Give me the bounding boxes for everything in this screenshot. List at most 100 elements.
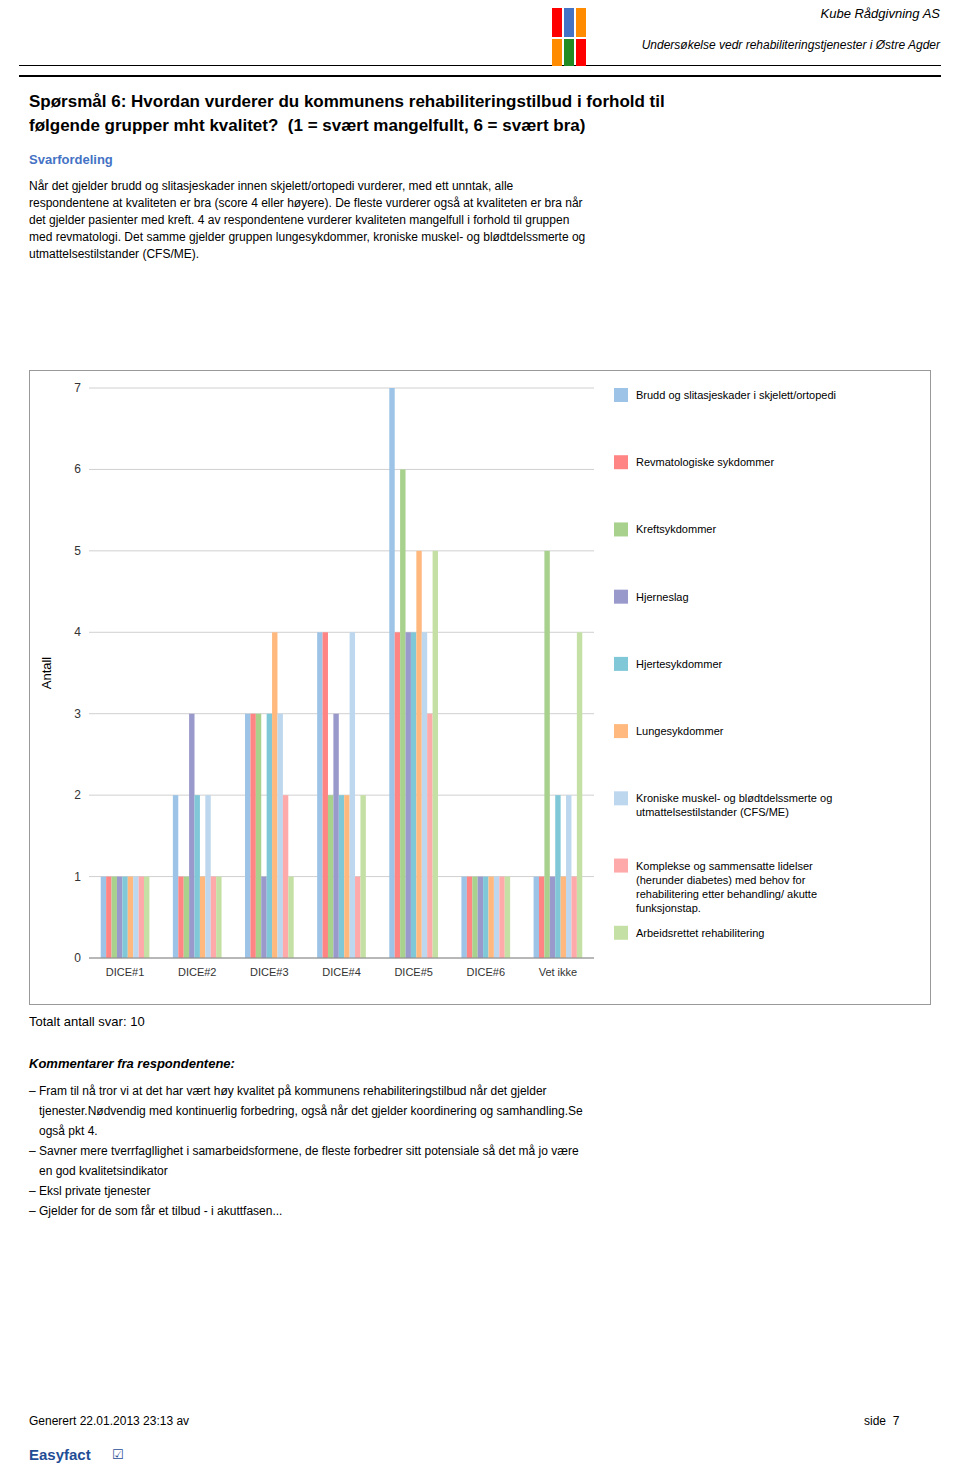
- bar: [406, 632, 411, 958]
- bar: [355, 877, 360, 958]
- legend-label-line: Hjertesykdommer: [636, 658, 723, 670]
- legend-label: Arbeidsrettet rehabilitering: [636, 927, 764, 939]
- logo-cell: [576, 8, 586, 37]
- bar: [360, 795, 365, 958]
- bar: [195, 795, 200, 958]
- bar: [317, 632, 322, 958]
- grid-line: [89, 632, 594, 633]
- bar: [550, 877, 555, 958]
- bar: [328, 795, 333, 958]
- legend-swatch: [614, 791, 628, 805]
- bar: [261, 877, 266, 958]
- legend-swatch: [614, 388, 628, 402]
- bar: [483, 877, 488, 958]
- bar: [288, 877, 293, 958]
- comment-line: også pkt 4.: [29, 1124, 98, 1138]
- footer-icon: ☑: [112, 1447, 124, 1462]
- legend-label-line: Kroniske muskel- og blødtdelssmerte og: [636, 792, 832, 804]
- legend-label-line: Lungesykdommer: [636, 725, 724, 737]
- bar: [411, 632, 416, 958]
- x-tick-label: DICE#5: [394, 966, 433, 978]
- y-tick-label: 3: [74, 707, 81, 721]
- legend-label-line: Revmatologiske sykdommer: [636, 456, 774, 468]
- bar: [139, 877, 144, 958]
- title: Spørsmål 6: Hvordan vurderer du kommunen…: [29, 92, 665, 112]
- bar: [499, 877, 504, 958]
- x-tick-label: DICE#3: [250, 966, 289, 978]
- total-answers: Totalt antall svar: 10: [29, 1014, 145, 1029]
- logo-cell: [576, 39, 586, 66]
- legend-label-line: (herunder diabetes) med behov for: [636, 874, 806, 886]
- y-tick-label: 0: [74, 951, 81, 965]
- footer-date: Generert 22.01.2013 23:13 av: [29, 1414, 189, 1428]
- subtitle: Svarfordeling: [29, 152, 113, 167]
- header-rule: [19, 65, 941, 66]
- legend-label: Hjerneslag: [636, 591, 689, 603]
- comments-header: Kommentarer fra respondentene:: [29, 1056, 235, 1071]
- bar: [277, 714, 282, 958]
- grid-line: [89, 388, 594, 389]
- bar: [350, 632, 355, 958]
- legend-label-line: Kreftsykdommer: [636, 523, 716, 535]
- bar: [245, 714, 250, 958]
- x-axis-line: [89, 958, 594, 959]
- legend-label-line: utmattelsestilstander (CFS/ME): [636, 806, 789, 818]
- legend-label-line: Brudd og slitasjeskader i skjelett/ortop…: [636, 389, 836, 401]
- x-tick-label: DICE#4: [322, 966, 361, 978]
- legend-label: Kroniske muskel- og blødtdelssmerte og ut…: [636, 792, 832, 818]
- bar: [250, 714, 255, 958]
- bar: [561, 877, 566, 958]
- logo-cell: [552, 8, 562, 37]
- legend-swatch: [614, 724, 628, 738]
- bar: [205, 795, 210, 958]
- logo-cell: [564, 8, 574, 37]
- legend-swatch: [614, 455, 628, 469]
- legend-label: Hjertesykdommer: [636, 658, 723, 670]
- bar: [211, 877, 216, 958]
- legend-swatch: [614, 926, 628, 940]
- y-axis-label: Antall: [39, 657, 54, 690]
- bar: [272, 632, 277, 958]
- y-tick-label: 2: [74, 788, 81, 802]
- y-tick-label: 7: [74, 381, 81, 395]
- x-tick-label: DICE#6: [467, 966, 506, 978]
- bar: [144, 877, 149, 958]
- header-company: Kube Rådgivning AS: [821, 6, 941, 21]
- bar: [333, 714, 338, 958]
- y-tick-label: 5: [74, 544, 81, 558]
- bar: [283, 795, 288, 958]
- bar: [566, 795, 571, 958]
- legend-label-line: Arbeidsrettet rehabilitering: [636, 927, 764, 939]
- bar: [106, 877, 111, 958]
- bar: [389, 388, 394, 958]
- comment-line: – Savner mere tverrfagllighet i samarbei…: [29, 1144, 579, 1158]
- bar: [544, 551, 549, 958]
- x-tick-label: DICE#2: [178, 966, 217, 978]
- bar: [461, 877, 466, 958]
- bar: [395, 632, 400, 958]
- title: følgende grupper mht kvalitet? (1 = svær…: [29, 116, 585, 136]
- bar: [478, 877, 483, 958]
- y-tick-label: 1: [74, 870, 81, 884]
- comment-line: – Fram til nå tror vi at det har vært hø…: [29, 1084, 547, 1098]
- bar: [534, 877, 539, 958]
- bar: [101, 877, 106, 958]
- bar: [416, 551, 421, 958]
- bar: [488, 877, 493, 958]
- legend-swatch: [614, 657, 628, 671]
- grid-line: [89, 550, 594, 551]
- bar: [323, 632, 328, 958]
- bar: [422, 632, 427, 958]
- legend-label: Kreftsykdommer: [636, 523, 716, 535]
- legend-label: Revmatologiske sykdommer: [636, 456, 774, 468]
- bar: [494, 877, 499, 958]
- bar: [400, 469, 405, 958]
- legend-label: Komplekse og sammensatte lidelser(herund…: [636, 860, 817, 914]
- bar: [339, 795, 344, 958]
- bar: [555, 795, 560, 958]
- x-tick-label: Vet ikke: [539, 966, 578, 978]
- bar: [427, 714, 432, 958]
- footer-page: side 7: [864, 1414, 899, 1428]
- bar: [571, 877, 576, 958]
- bar: [577, 632, 582, 958]
